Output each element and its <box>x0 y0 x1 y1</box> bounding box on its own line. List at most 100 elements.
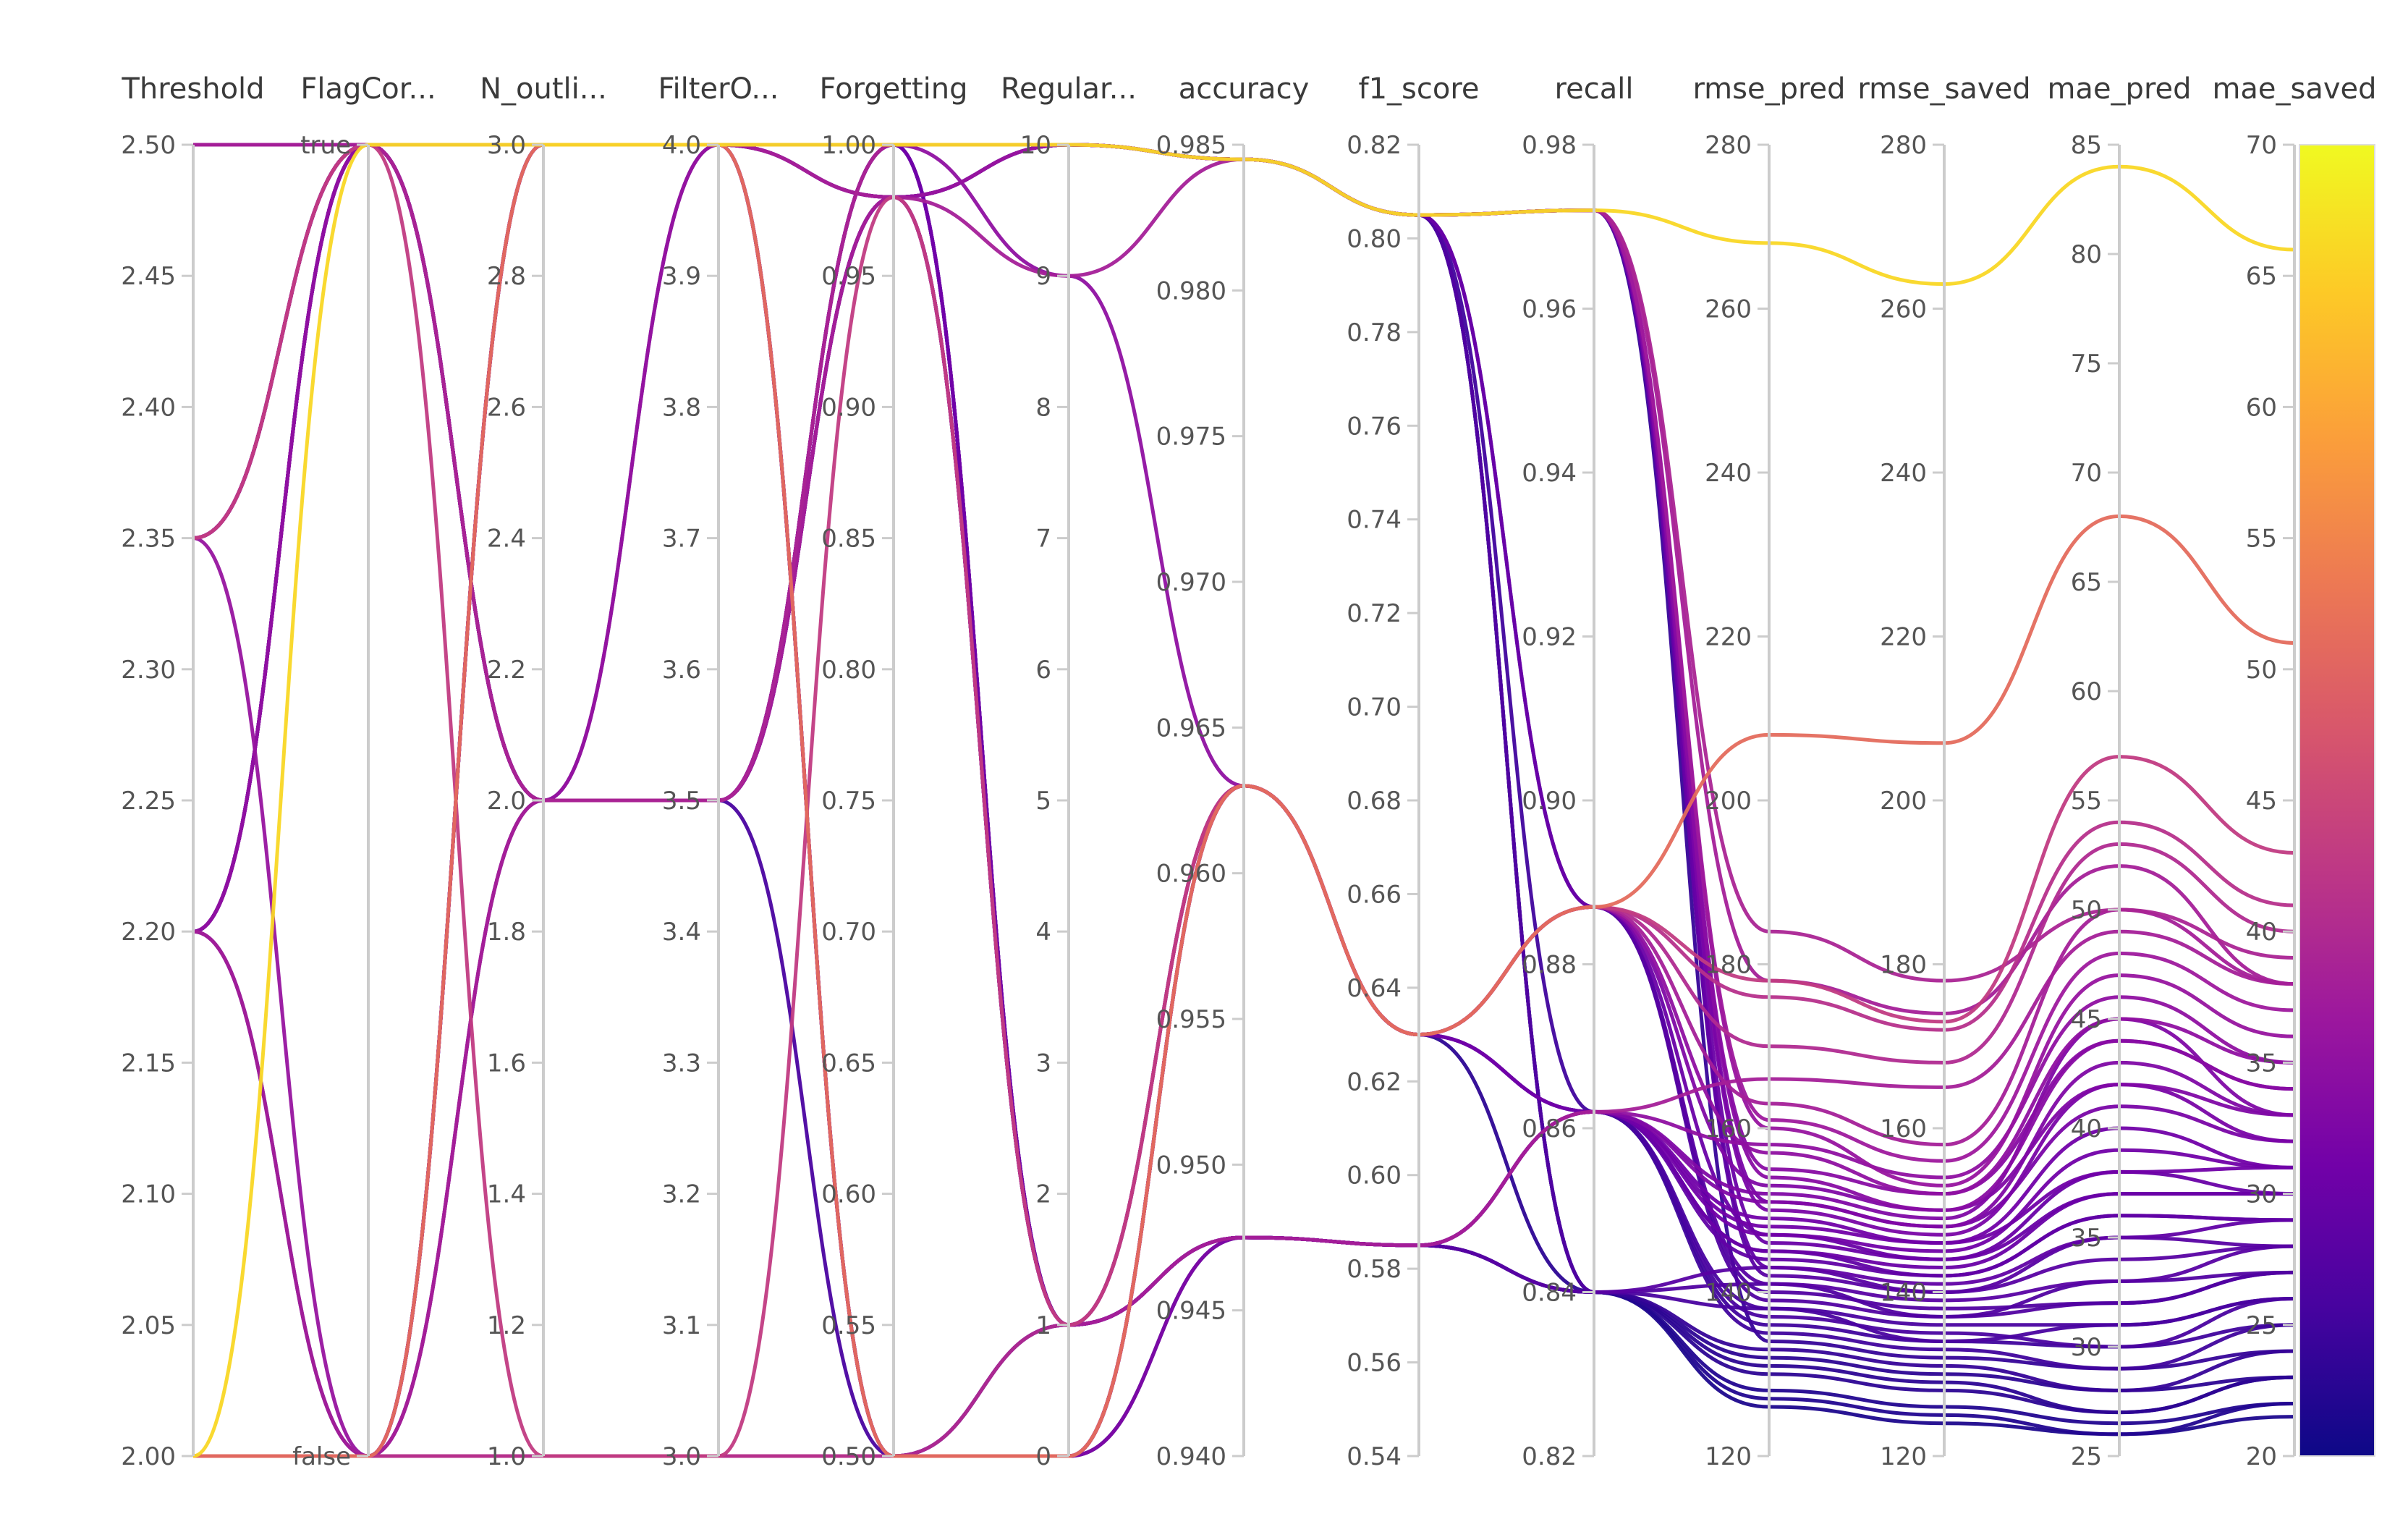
tick-label: 0.75 <box>821 787 876 816</box>
tick-label: 0.985 <box>1156 131 1226 160</box>
tick-label: 25 <box>2246 1311 2277 1340</box>
tick-label: 0.58 <box>1347 1255 1402 1284</box>
tick-label: 0.96 <box>1522 295 1577 324</box>
tick-label: 55 <box>2071 787 2102 816</box>
tick-label: 180 <box>1705 951 1752 980</box>
tick-label: 3.4 <box>662 918 701 947</box>
tick-label: 2.45 <box>121 262 176 291</box>
tick-label: 260 <box>1880 295 1927 324</box>
tick-label: 0.98 <box>1522 131 1577 160</box>
tick-label: 2 <box>1035 1180 1051 1209</box>
tick-label: 45 <box>2246 787 2277 816</box>
colorbar <box>2299 144 2375 1457</box>
tick-label: 8 <box>1035 393 1051 422</box>
tick-label: 40 <box>2071 1114 2102 1143</box>
series-line <box>193 143 2295 1458</box>
tick-label: 75 <box>2071 350 2102 378</box>
tick-label: 0.74 <box>1347 506 1402 535</box>
tick-label: 140 <box>1705 1279 1752 1308</box>
axis-title: FlagCor... <box>300 72 436 106</box>
tick-label: 0.86 <box>1522 1114 1577 1143</box>
tick-label: 0.64 <box>1347 974 1402 1003</box>
axis-rmse-pred: rmse_pred 120 140 160 180 200 220 240 260 280 <box>1692 72 1845 1471</box>
tick-label: 0.970 <box>1156 568 1226 597</box>
tick-label: 0.955 <box>1156 1005 1226 1034</box>
tick-label: 50 <box>2071 896 2102 925</box>
tick-label: 70 <box>2071 459 2102 488</box>
axis-regular: Regular... 0 1 2 3 4 5 6 7 8 9 10 <box>1001 72 1137 1471</box>
tick-label: 0.94 <box>1522 459 1577 488</box>
axis-title: rmse_pred <box>1692 72 1845 106</box>
tick-label: 9 <box>1035 262 1051 291</box>
tick-label: 220 <box>1705 623 1752 652</box>
colorbar-frame <box>2299 144 2375 1457</box>
tick-label: 2.00 <box>121 1442 176 1471</box>
polylines-layer <box>192 143 2295 1458</box>
tick-label: 0.55 <box>821 1311 876 1340</box>
tick-label: 0.945 <box>1156 1297 1226 1326</box>
tick-label: 0.980 <box>1156 276 1226 305</box>
tick-label: 0.56 <box>1347 1349 1402 1378</box>
tick-label: 2.40 <box>121 393 176 422</box>
axis-mae-pred: mae_pred 25 30 35 40 45 50 55 60 65 70 75 80 85 <box>2047 72 2191 1471</box>
tick-label: 3 <box>1035 1049 1051 1078</box>
tick-label: 65 <box>2246 262 2277 291</box>
tick-label: 0.95 <box>821 262 876 291</box>
tick-label: 0.76 <box>1347 412 1402 441</box>
colorbar-gradient <box>2299 145 2375 1456</box>
tick-label: 0.60 <box>1347 1162 1402 1190</box>
tick-label: 140 <box>1880 1279 1927 1308</box>
tick-label: 65 <box>2071 568 2102 597</box>
tick-label: 2.20 <box>121 918 176 947</box>
tick-label: 0.90 <box>1522 787 1577 816</box>
tick-label: 45 <box>2071 1005 2102 1034</box>
tick-label: 5 <box>1035 787 1051 816</box>
tick-label: 2.6 <box>487 393 526 422</box>
tick-label: 3.8 <box>662 393 701 422</box>
axis-title: Threshold <box>121 72 264 106</box>
axis-title: Forgetting <box>819 72 967 106</box>
tick-label: 0.80 <box>821 656 876 685</box>
tick-label: 0.82 <box>1522 1442 1577 1471</box>
axes-layer: Threshold2.002.052.102.152.202.252.302.3… <box>121 72 2376 1471</box>
axis-threshold: Threshold 2.00 2.05 2.10 2.15 2.20 2.25 2.30 2.3… <box>121 72 264 1471</box>
tick-label: 1 <box>1035 1311 1051 1340</box>
tick-label: 35 <box>2071 1224 2102 1253</box>
axis-rmse-saved: rmse_saved 120 140 160 180 200 220 240 260 280 <box>1857 72 2030 1471</box>
tick-label: 3.5 <box>662 787 701 816</box>
tick-label: 6 <box>1035 656 1051 685</box>
tick-label: 2.8 <box>487 262 526 291</box>
series-line <box>192 143 2295 1458</box>
tick-label: 0.72 <box>1347 599 1402 628</box>
axis-forgetting: Forgetting 0.50 0.55 0.60 0.65 0.70 0.75 0.80 0.… <box>819 72 967 1471</box>
tick-label: 0.54 <box>1347 1442 1402 1471</box>
tick-label: 240 <box>1880 459 1927 488</box>
tick-label: 180 <box>1880 951 1927 980</box>
tick-label: 2.15 <box>121 1049 176 1078</box>
tick-label: 25 <box>2071 1442 2102 1471</box>
tick-label: 0.50 <box>821 1442 876 1471</box>
tick-label: 240 <box>1705 459 1752 488</box>
tick-label: 20 <box>2246 1442 2277 1471</box>
tick-label: 2.35 <box>121 525 176 554</box>
tick-label: 120 <box>1880 1442 1927 1471</box>
tick-label: 0.62 <box>1347 1067 1402 1096</box>
tick-label: 0.85 <box>821 525 876 554</box>
tick-label: 35 <box>2246 1049 2277 1078</box>
tick-label: 1.00 <box>821 131 876 160</box>
tick-label: 0.68 <box>1347 787 1402 816</box>
tick-label: 0.92 <box>1522 623 1577 652</box>
tick-label: 2.10 <box>121 1180 176 1209</box>
tick-label: 40 <box>2246 918 2277 947</box>
axis-accuracy: accuracy 0.940 0.945 0.950 0.955 0.960 0.965 0.… <box>1156 72 1310 1471</box>
tick-label: 160 <box>1880 1114 1927 1143</box>
tick-label: 1.8 <box>487 918 526 947</box>
tick-label: 60 <box>2246 393 2277 422</box>
axis-mae-saved: mae_saved 20 25 30 35 40 45 50 55 60 65 70 <box>2212 72 2376 1471</box>
tick-label: 0.65 <box>821 1049 876 1078</box>
tick-label: true <box>300 131 351 160</box>
tick-label: 30 <box>2071 1333 2102 1362</box>
tick-label: 0.965 <box>1156 714 1226 742</box>
tick-label: false <box>292 1442 351 1471</box>
